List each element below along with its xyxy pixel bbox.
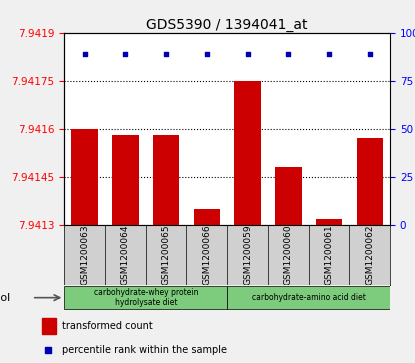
Text: carbohydrate-amino acid diet: carbohydrate-amino acid diet: [252, 293, 366, 302]
Bar: [227, 286, 390, 309]
Point: [285, 50, 292, 56]
Bar: [42, 318, 56, 334]
Point: [163, 50, 169, 56]
Bar: [71, 129, 98, 225]
Text: GSM1200064: GSM1200064: [121, 225, 130, 285]
Bar: [153, 135, 179, 225]
Bar: [234, 81, 261, 225]
Bar: [112, 135, 139, 225]
Text: transformed count: transformed count: [62, 321, 153, 331]
Text: GSM1200061: GSM1200061: [325, 225, 334, 285]
Point: [122, 50, 129, 56]
Point: [44, 347, 51, 353]
Bar: [275, 167, 302, 225]
Text: GSM1200063: GSM1200063: [80, 225, 89, 285]
Text: GSM1200066: GSM1200066: [203, 225, 211, 285]
Title: GDS5390 / 1394041_at: GDS5390 / 1394041_at: [146, 18, 308, 32]
Text: carbohydrate-whey protein
hydrolysate diet: carbohydrate-whey protein hydrolysate di…: [93, 288, 198, 307]
Text: GSM1200059: GSM1200059: [243, 225, 252, 285]
Text: GSM1200060: GSM1200060: [284, 225, 293, 285]
Bar: [194, 209, 220, 225]
Text: protocol: protocol: [0, 293, 10, 303]
Point: [203, 50, 210, 56]
Point: [326, 50, 332, 56]
Text: GSM1200065: GSM1200065: [161, 225, 171, 285]
Bar: [356, 139, 383, 225]
Point: [366, 50, 373, 56]
Bar: [316, 219, 342, 225]
Text: percentile rank within the sample: percentile rank within the sample: [62, 345, 227, 355]
Point: [244, 50, 251, 56]
Point: [81, 50, 88, 56]
Bar: [64, 286, 227, 309]
Text: GSM1200062: GSM1200062: [365, 225, 374, 285]
